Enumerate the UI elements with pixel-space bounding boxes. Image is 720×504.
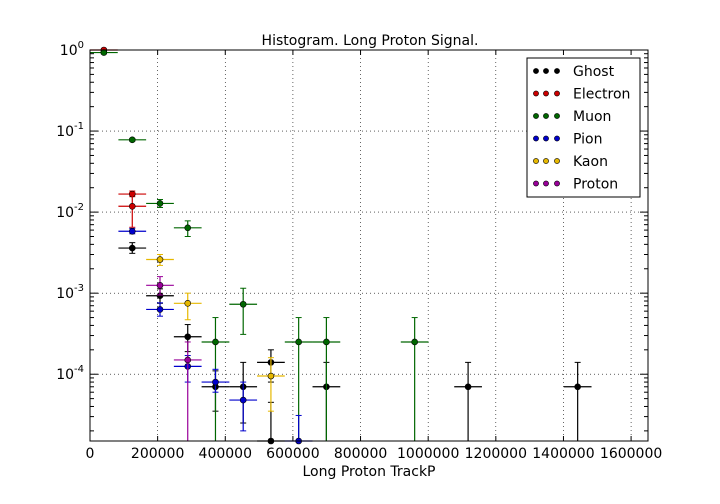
legend-marker: [554, 68, 560, 74]
legend-marker: [554, 158, 560, 164]
x-axis-title: Long Proton TrackP: [303, 464, 436, 480]
data-point: [323, 338, 330, 346]
legend-item-kaon: Kaon: [533, 154, 608, 170]
legend-marker: [543, 158, 549, 164]
data-point: [128, 227, 136, 235]
legend-label: Proton: [573, 177, 618, 193]
y-tick-label: 10-1: [56, 121, 84, 140]
legend-item-proton: Proton: [533, 177, 618, 193]
data-point: [239, 300, 247, 308]
legend-marker: [554, 180, 560, 187]
x-tick-label: 600000: [266, 446, 319, 462]
x-tick-label: 200000: [131, 446, 184, 462]
data-point: [574, 383, 581, 391]
legend-marker: [533, 68, 539, 74]
data-point: [156, 256, 164, 263]
data-point: [184, 299, 192, 307]
data-point: [267, 372, 275, 380]
data-point: [212, 338, 219, 346]
legend-marker: [554, 135, 560, 142]
x-tick-label: 400000: [199, 446, 252, 462]
legend-item-ghost: Ghost: [533, 64, 615, 80]
legend-marker: [543, 180, 549, 187]
data-point: [128, 136, 136, 144]
data-point: [156, 200, 164, 207]
legend-item-pion: Pion: [533, 132, 602, 148]
legend-marker: [533, 135, 539, 142]
data-point: [239, 396, 247, 404]
data-point: [128, 202, 136, 210]
plot-area-frame: [89, 49, 649, 442]
x-tick-label: 1600000: [600, 446, 662, 462]
y-tick-label: 10-4: [56, 364, 84, 383]
legend-label: Ghost: [573, 64, 615, 80]
data-point: [156, 306, 164, 313]
data-point: [464, 383, 472, 391]
legend-marker: [543, 90, 549, 97]
data-point: [128, 244, 136, 252]
legend-marker: [533, 180, 539, 187]
x-tick-label: 1200000: [465, 446, 527, 462]
legend-box: [526, 57, 641, 198]
legend-marker: [543, 68, 549, 74]
data-point: [411, 338, 418, 346]
axis-ticks: 0 200000 400000 600000 800000 1000000 1200000 1…: [56, 40, 662, 462]
series-kaon: [146, 253, 285, 412]
plot-data: [90, 46, 592, 445]
legend-marker: [543, 135, 549, 142]
x-tick-label: 1400000: [532, 446, 594, 462]
legend-marker: [543, 113, 549, 119]
chart-title: Histogram. Long Proton Signal.: [262, 33, 479, 49]
data-point: [156, 282, 164, 289]
legend-label: Muon: [573, 109, 611, 125]
legend-marker: [533, 113, 539, 119]
legend-label: Pion: [573, 132, 602, 148]
legend-item-muon: Muon: [533, 109, 611, 125]
data-point: [184, 333, 192, 341]
legend: Ghost Electron Muon Pion Kaon Proton: [526, 57, 641, 198]
x-tick-label: 0: [86, 446, 95, 462]
x-tick-label: 1000000: [397, 446, 459, 462]
data-point: [212, 378, 219, 386]
legend-marker: [533, 158, 539, 164]
legend-label: Kaon: [573, 154, 608, 170]
y-tick-label: 10-2: [56, 202, 84, 221]
x-tick-label: 800000: [334, 446, 387, 462]
legend-marker: [554, 90, 560, 97]
legend-label: Electron: [573, 87, 630, 103]
legend-item-electron: Electron: [533, 87, 630, 103]
data-point: [184, 224, 192, 232]
legend-marker: [533, 90, 539, 97]
y-tick-label: 100: [60, 40, 84, 59]
data-point: [184, 356, 192, 364]
data-point: [295, 338, 302, 346]
legend-marker: [554, 113, 560, 119]
y-tick-label: 10-3: [56, 283, 84, 302]
